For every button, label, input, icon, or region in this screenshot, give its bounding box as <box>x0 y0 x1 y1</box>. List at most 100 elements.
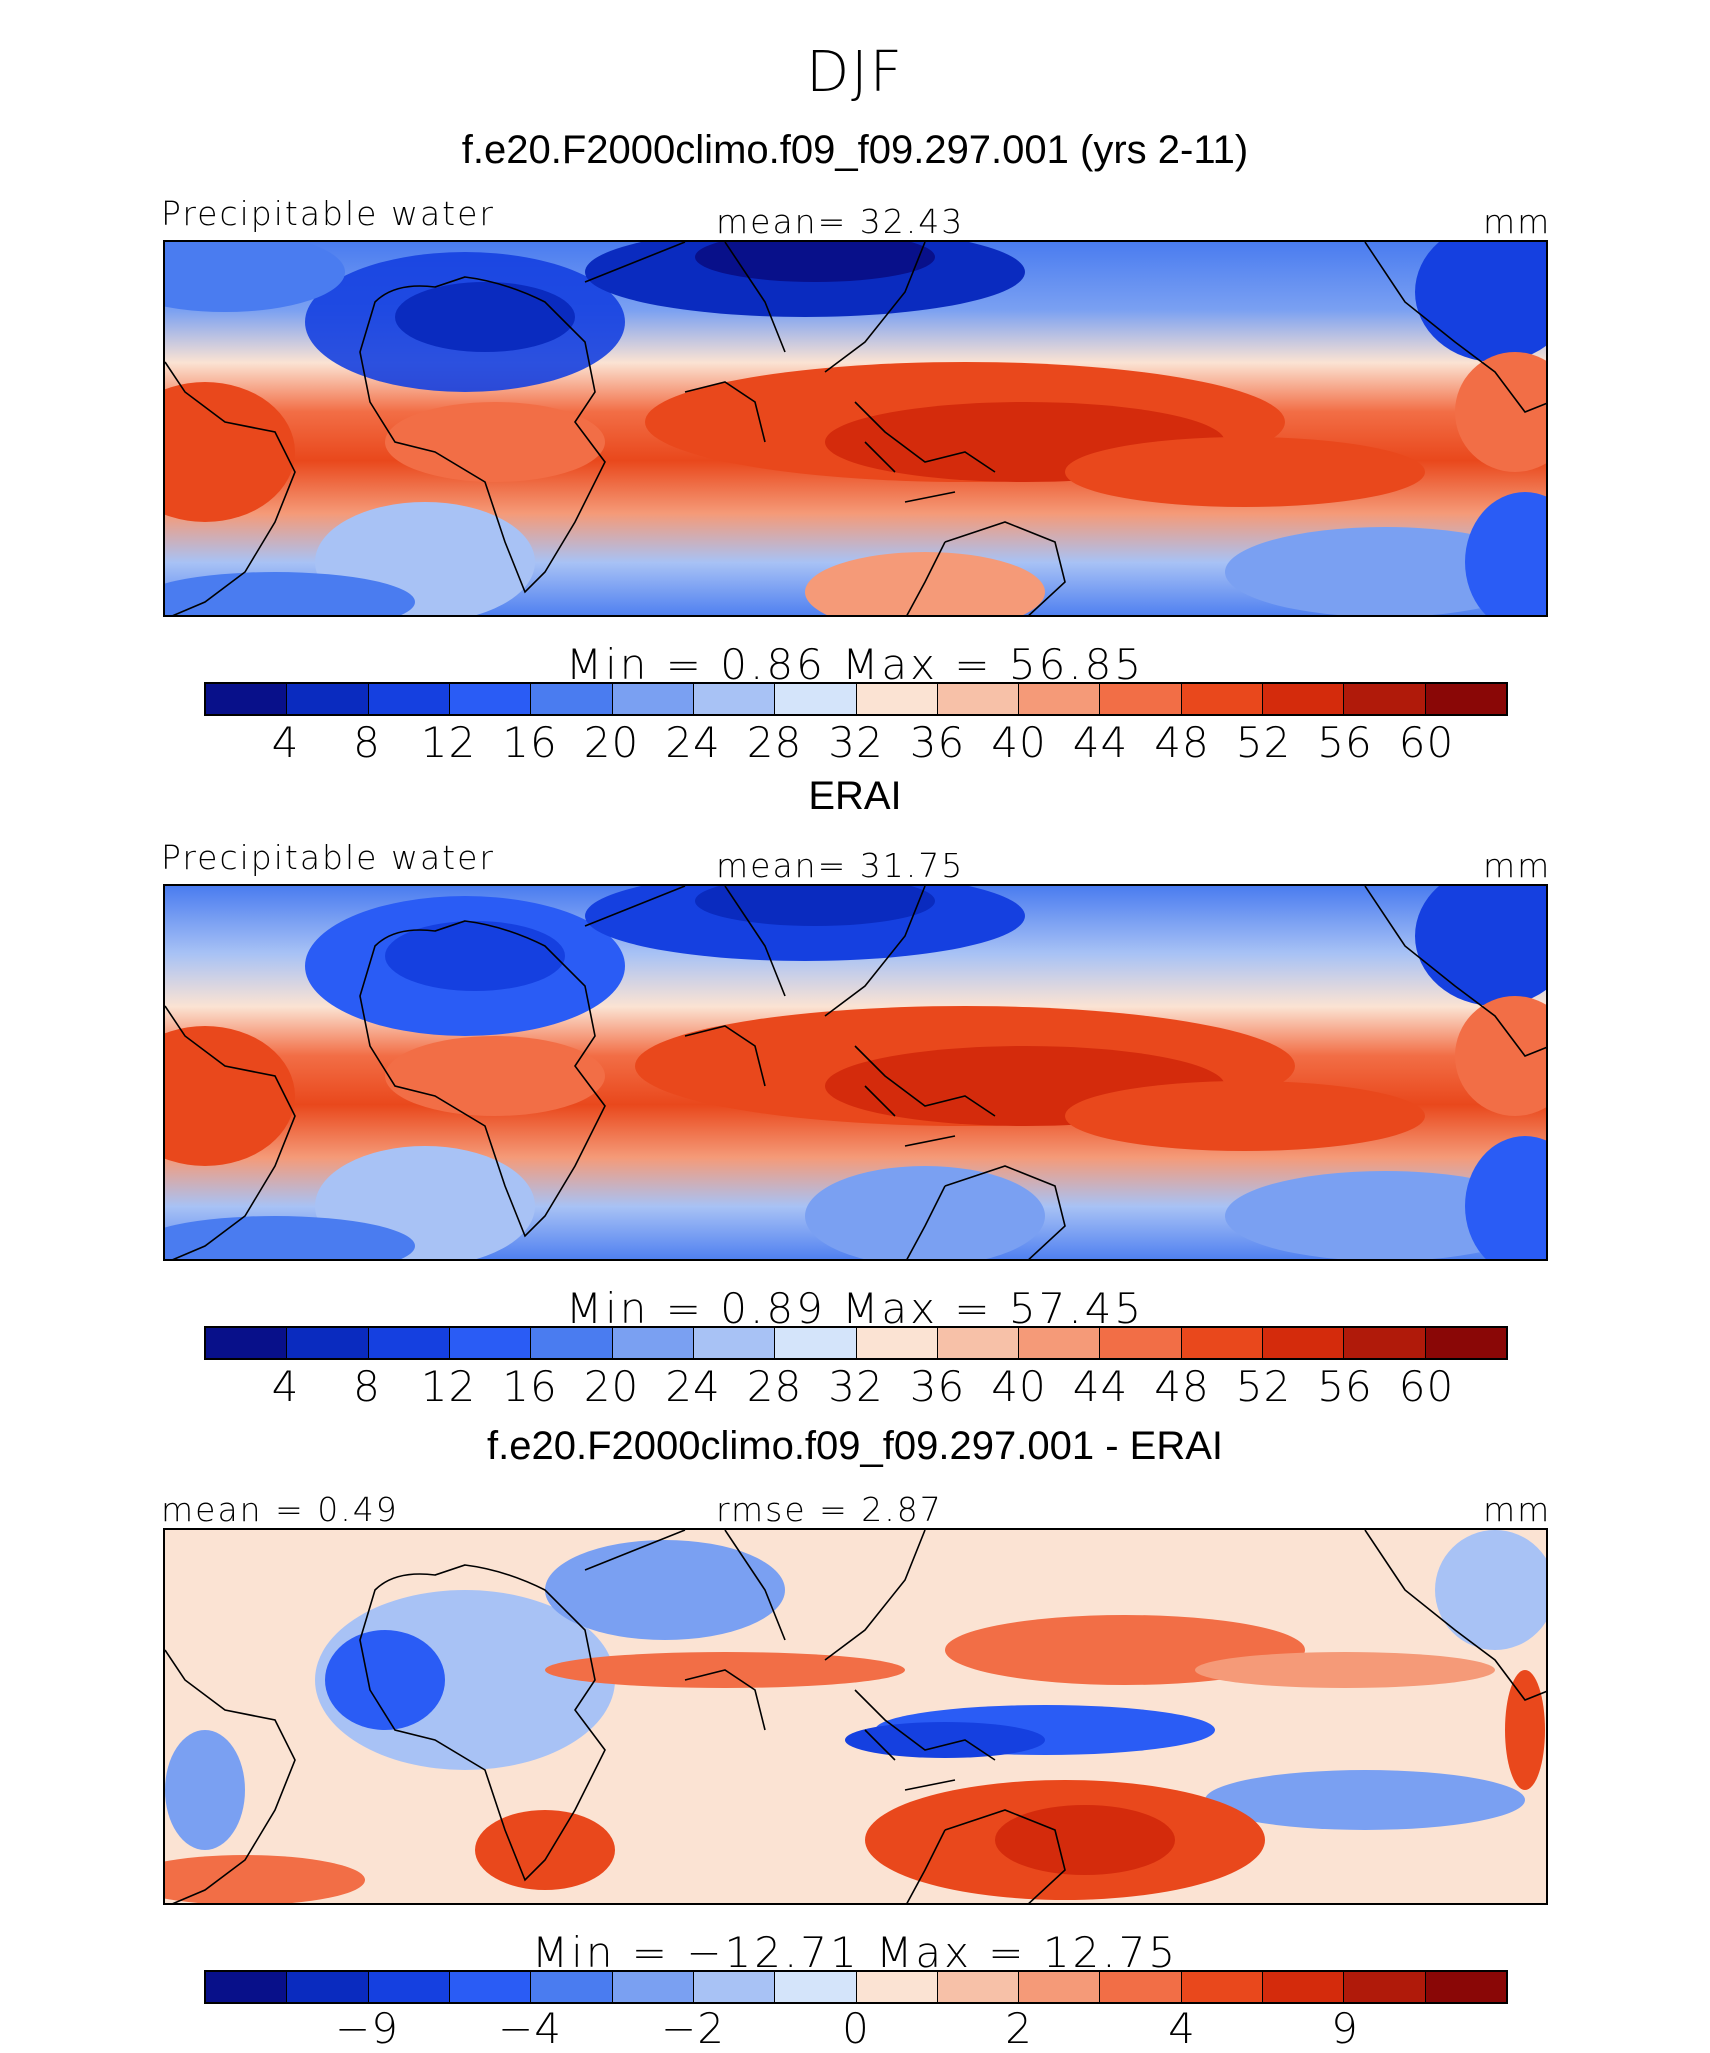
variable-label: Precipitable water <box>161 194 495 233</box>
colorbar-swatch <box>531 1328 613 1358</box>
colorbar-tick-label: 44 <box>1072 718 1129 767</box>
colorbar-swatch <box>531 684 613 714</box>
colorbar-tick-label: 12 <box>420 718 477 767</box>
colorbar-swatch <box>1344 1972 1426 2002</box>
colorbar-tick-label: 36 <box>909 718 966 767</box>
colorbar-tick-label: 8 <box>353 718 381 767</box>
colorbar-swatch <box>531 1972 613 2002</box>
colorbar-swatch <box>449 684 532 714</box>
colorbar-tick-label: 56 <box>1317 718 1373 767</box>
colorbar-swatch <box>775 1972 857 2002</box>
variable-label: Precipitable water <box>161 838 495 877</box>
colorbar-swatch <box>1100 684 1182 714</box>
colorbar-swatch <box>449 1972 532 2002</box>
units-label: mm <box>1483 1490 1552 1529</box>
colorbar-tick-label: 36 <box>909 1362 966 1411</box>
map-diff <box>163 1528 1548 1905</box>
mean-label: mean= 32.43 <box>716 202 965 241</box>
colorbar-obs <box>204 1326 1508 1360</box>
colorbar-swatch <box>1263 1972 1345 2002</box>
colorbar-tick-label: 24 <box>665 718 721 767</box>
colorbar-swatch <box>1425 1972 1506 2002</box>
colorbar-tick-label: 16 <box>502 1362 558 1411</box>
colorbar-swatch <box>1344 1328 1426 1358</box>
colorbar-tick-label: 48 <box>1154 1362 1210 1411</box>
colorbar-tick-label: 9 <box>1331 2004 1359 2053</box>
colorbar-swatch <box>693 684 776 714</box>
colorbar-model <box>204 682 1508 716</box>
colorbar-swatch <box>206 1328 288 1358</box>
colorbar-tick-label: 32 <box>828 718 884 767</box>
colorbar-swatch <box>206 684 288 714</box>
figure-title: DJF <box>806 40 904 105</box>
units-label: mm <box>1483 202 1552 241</box>
colorbar-tick-label: 8 <box>353 1362 381 1411</box>
colorbar-swatch <box>856 1972 938 2002</box>
colorbar-tick-label: 28 <box>746 718 803 767</box>
colorbar-swatch <box>1019 1972 1101 2002</box>
diff-mean-label: mean = 0.49 <box>161 1490 399 1529</box>
panel-title-model: f.e20.F2000climo.f09_f09.297.001 (yrs 2-… <box>461 128 1249 172</box>
colorbar-swatch <box>612 1972 694 2002</box>
colorbar-tick-label: 60 <box>1398 1362 1455 1411</box>
colorbar-swatch <box>1425 1328 1506 1358</box>
colorbar-swatch <box>1100 1328 1182 1358</box>
colorbar-swatch <box>1425 684 1506 714</box>
colorbar-swatch <box>1019 1328 1101 1358</box>
panel-title-diff: f.e20.F2000climo.f09_f09.297.001 - ERAI <box>486 1424 1223 1468</box>
colorbar-swatch <box>856 1328 938 1358</box>
colorbar-tick-label: −2 <box>661 2004 725 2053</box>
colorbar-swatch <box>1181 1328 1264 1358</box>
colorbar-tick-label: 24 <box>665 1362 721 1411</box>
colorbar-tick-label: 4 <box>271 1362 300 1411</box>
colorbar-tick-label: 40 <box>991 718 1047 767</box>
minmax-label-model: Min = 0.86 Max = 56.85 <box>565 640 1145 689</box>
colorbar-tick-label: −9 <box>335 2004 399 2053</box>
colorbar-swatch <box>612 684 694 714</box>
colorbar-tick-label: 2 <box>1005 2004 1033 2053</box>
colorbar-tick-label: 28 <box>746 1362 803 1411</box>
colorbar-swatch <box>1019 684 1101 714</box>
colorbar-swatch <box>856 684 938 714</box>
colorbar-tick-label: 20 <box>583 1362 640 1411</box>
colorbar-swatch <box>368 1328 450 1358</box>
colorbar-tick-label: 56 <box>1317 1362 1373 1411</box>
colorbar-swatch <box>1263 1328 1345 1358</box>
colorbar-tick-label: 52 <box>1235 1362 1292 1411</box>
colorbar-swatch <box>368 684 450 714</box>
colorbar-swatch <box>1181 684 1264 714</box>
colorbar-swatch <box>775 684 857 714</box>
colorbar-swatch <box>693 1328 776 1358</box>
colorbar-tick-label: 16 <box>502 718 558 767</box>
colorbar-tick-label: 48 <box>1154 718 1210 767</box>
colorbar-swatch <box>937 684 1020 714</box>
colorbar-swatch <box>1100 1972 1182 2002</box>
units-label: mm <box>1483 846 1552 885</box>
colorbar-tick-label: −4 <box>498 2004 562 2053</box>
colorbar-swatch <box>693 1972 776 2002</box>
colorbar-tick-label: 4 <box>1168 2004 1196 2053</box>
map-field-model <box>165 242 1546 615</box>
colorbar-swatch <box>449 1328 532 1358</box>
colorbar-swatch <box>368 1972 450 2002</box>
colorbar-swatch <box>1263 684 1345 714</box>
minmax-label-diff: Min = −12.71 Max = 12.75 <box>531 1928 1179 1977</box>
colorbar-tick-label: 52 <box>1235 718 1292 767</box>
mean-label: mean= 31.75 <box>716 846 965 885</box>
colorbar-swatch <box>775 1328 857 1358</box>
colorbar-swatch <box>206 1972 288 2002</box>
colorbar-swatch <box>1181 1972 1264 2002</box>
colorbar-swatch <box>937 1328 1020 1358</box>
colorbar-tick-label: 44 <box>1072 1362 1129 1411</box>
rmse-label: rmse = 2.87 <box>716 1490 943 1529</box>
colorbar-tick-label: 0 <box>842 2004 870 2053</box>
map-obs <box>163 884 1548 1261</box>
colorbar-diff <box>204 1970 1508 2004</box>
colorbar-swatch <box>1344 684 1426 714</box>
colorbar-tick-label: 32 <box>828 1362 884 1411</box>
panel-title-obs: ERAI <box>808 774 902 818</box>
map-field-diff <box>165 1530 1546 1903</box>
colorbar-swatch <box>937 1972 1020 2002</box>
map-field-obs <box>165 886 1546 1259</box>
colorbar-swatch <box>287 1328 369 1358</box>
